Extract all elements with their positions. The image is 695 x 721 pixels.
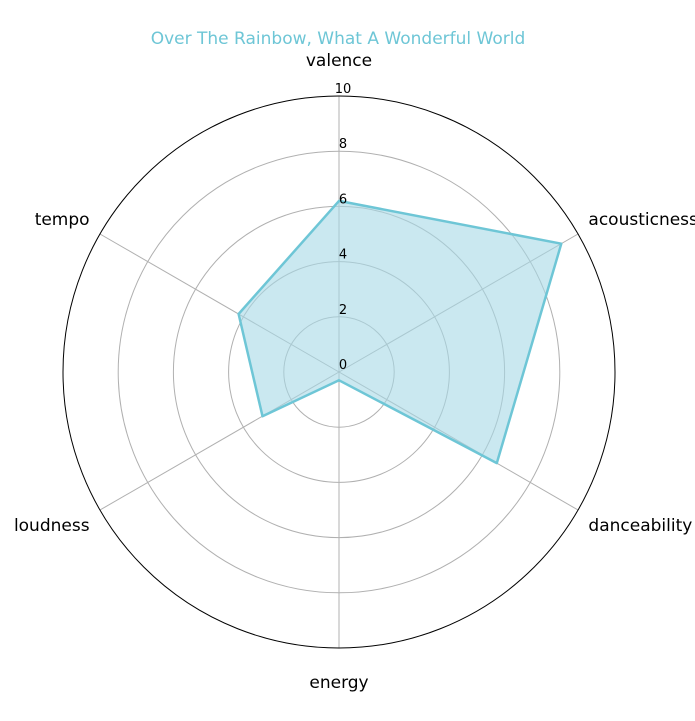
- series-area-0: [238, 200, 562, 464]
- tick-label-2: 4: [339, 248, 347, 263]
- radial-tick-labels: 0 2 4 6 8 10: [335, 82, 352, 373]
- axis-label-loudness: loudness: [14, 516, 90, 536]
- tick-label-1: 2: [339, 303, 347, 318]
- axis-label-danceability: danceability: [588, 516, 692, 536]
- axis-label-tempo: tempo: [35, 210, 90, 230]
- outer-frame: [62, 95, 616, 649]
- axis-label-energy: energy: [309, 673, 368, 693]
- tick-label-4: 8: [339, 137, 347, 152]
- series: [237, 199, 563, 465]
- tick-label-3: 6: [339, 192, 347, 207]
- chart-title: Over The Rainbow, What A Wonderful World: [151, 29, 526, 49]
- tick-label-0: 0: [339, 358, 347, 373]
- axis-labels: valence acousticness danceability energy lou…: [14, 51, 695, 693]
- axis-label-acousticness: acousticness: [588, 210, 695, 230]
- tick-label-5: 10: [335, 82, 352, 97]
- axis-label-valence: valence: [306, 51, 372, 71]
